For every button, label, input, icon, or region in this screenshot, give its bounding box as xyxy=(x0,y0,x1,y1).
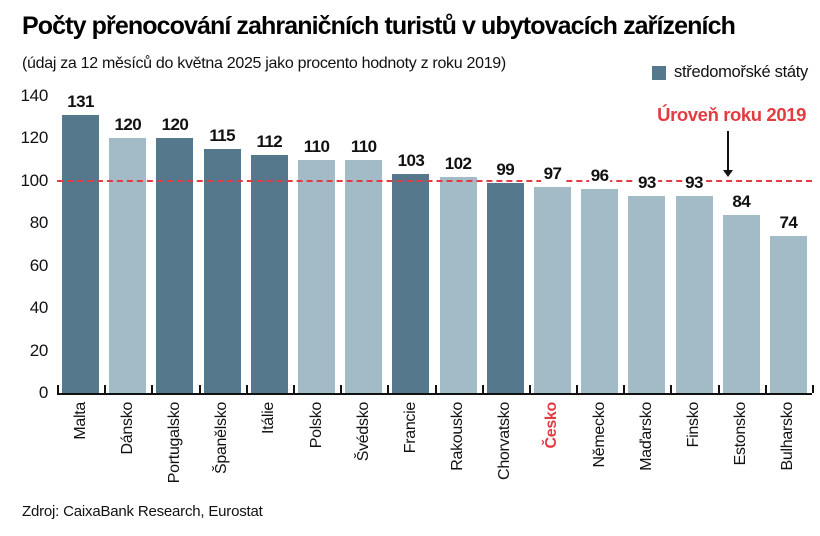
bar-value-label: 99 xyxy=(494,160,517,179)
x-axis-label: Švédsko xyxy=(354,402,372,462)
axis-tick xyxy=(387,385,390,393)
x-axis-label: Dánsko xyxy=(118,402,136,455)
x-axis-label: Portugalsko xyxy=(165,402,183,484)
bar xyxy=(156,138,194,393)
x-axis-label: Rakousko xyxy=(449,402,467,471)
axis-tick xyxy=(481,385,484,393)
y-axis-label: 80 xyxy=(29,213,49,233)
source-credit: Zdroj: CaixaBank Research, Eurostat xyxy=(22,503,263,520)
bar-value-label: 120 xyxy=(112,115,144,134)
bar-value-label: 110 xyxy=(348,137,379,156)
legend-label: středomořské státy xyxy=(674,63,808,81)
x-axis-label: Bulharsko xyxy=(779,402,797,471)
axis-tick xyxy=(245,385,248,393)
bar xyxy=(533,187,571,393)
bar xyxy=(62,115,100,393)
bar xyxy=(439,177,477,393)
x-axis-label: Německo xyxy=(590,402,608,468)
axis-tick xyxy=(623,385,626,393)
bar xyxy=(769,236,807,393)
x-axis-line xyxy=(57,393,812,395)
bar xyxy=(298,160,336,393)
y-axis-label: 120 xyxy=(20,128,49,148)
bar-value-label: 93 xyxy=(683,173,705,192)
bar-value-label: 93 xyxy=(635,173,658,192)
axis-tick xyxy=(151,385,154,393)
y-axis-label: 140 xyxy=(20,86,49,105)
bar-value-label: 102 xyxy=(442,154,474,173)
x-axis-label: Estonsko xyxy=(732,402,750,466)
axis-tick xyxy=(57,385,59,393)
annotation-arrow-head-icon xyxy=(723,170,733,177)
x-axis-label: Maďarsko xyxy=(637,402,655,471)
bar xyxy=(250,155,288,393)
y-axis-label: 0 xyxy=(38,383,48,402)
y-axis-label: 20 xyxy=(29,340,49,360)
x-axis-label: Polsko xyxy=(307,402,325,449)
axis-tick xyxy=(198,385,201,393)
y-axis-label: 100 xyxy=(20,170,49,190)
bar xyxy=(486,183,524,393)
axis-tick xyxy=(104,385,107,393)
bar-value-label: 103 xyxy=(395,151,427,170)
bar xyxy=(628,196,666,393)
bar-value-label: 74 xyxy=(777,213,800,232)
bar-value-label: 97 xyxy=(541,164,564,183)
bar xyxy=(722,215,760,393)
legend: středomořské státy xyxy=(652,63,808,82)
axis-tick xyxy=(764,385,767,393)
bar-value-label: 112 xyxy=(254,132,285,151)
legend-swatch-icon xyxy=(652,65,667,80)
x-axis-label: Finsko xyxy=(685,402,703,448)
axis-tick xyxy=(340,385,343,393)
bar xyxy=(392,174,430,393)
x-axis-label: Česko xyxy=(543,402,561,449)
annotation-arrow-line xyxy=(727,131,729,171)
axis-tick xyxy=(717,385,720,393)
chart-subtitle: (údaj za 12 měsíců do května 2025 jako p… xyxy=(22,55,506,72)
bar-value-label: 96 xyxy=(588,166,611,185)
bar xyxy=(345,160,383,393)
x-axis-label: Itálie xyxy=(260,402,278,434)
axis-tick xyxy=(434,385,437,393)
bar xyxy=(581,189,619,393)
bar xyxy=(109,138,147,393)
axis-tick xyxy=(528,385,531,393)
chart-title: Počty přenocování zahraničních turistů v… xyxy=(22,12,736,40)
axis-tick xyxy=(576,385,579,393)
y-axis-label: 40 xyxy=(29,298,49,318)
bar-value-label: 84 xyxy=(730,192,753,211)
bar-value-label: 115 xyxy=(207,126,237,145)
bar-value-label: 120 xyxy=(159,115,191,134)
x-axis-label: Francie xyxy=(401,402,419,454)
bar-value-label: 131 xyxy=(65,92,96,111)
x-axis-label: Malta xyxy=(71,402,89,440)
reference-line xyxy=(57,179,812,182)
x-axis-label: Španělsko xyxy=(213,402,231,475)
axis-tick xyxy=(812,385,814,393)
bar xyxy=(675,196,713,393)
bar-value-label: 110 xyxy=(301,137,332,156)
axis-tick xyxy=(670,385,673,393)
bar xyxy=(203,149,241,393)
axis-tick xyxy=(292,385,295,393)
x-axis-label: Chorvatsko xyxy=(496,402,514,480)
reference-line-annotation: Úroveň roku 2019 xyxy=(657,104,806,125)
y-axis-label: 60 xyxy=(29,255,49,275)
